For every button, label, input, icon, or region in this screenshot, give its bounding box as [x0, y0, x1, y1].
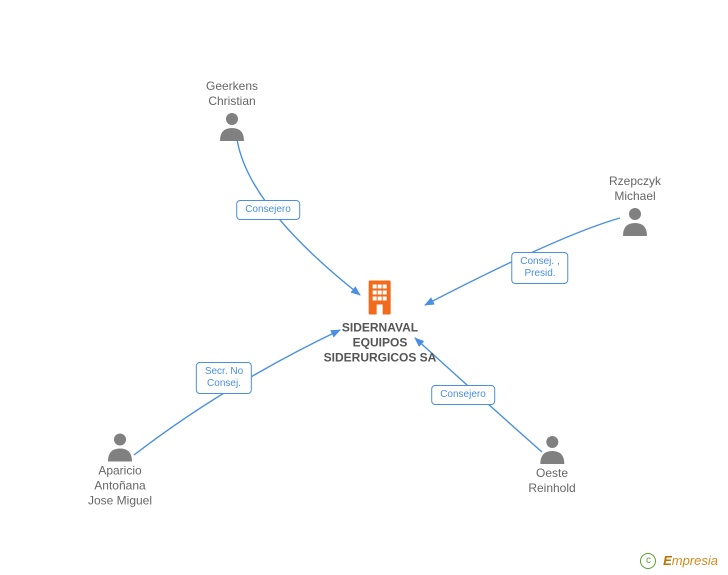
person-node: Oeste Reinhold: [528, 434, 575, 496]
edge-label: Consejero: [236, 200, 300, 220]
building-icon: [363, 279, 397, 317]
company-label: SIDERNAVAL EQUIPOS SIDERURGICOS SA: [324, 321, 437, 366]
person-label: Aparicio Antoñana Jose Miguel: [88, 464, 152, 509]
person-icon: [218, 111, 246, 141]
edge-label: Secr. No Consej.: [196, 362, 252, 394]
brand-text: Empresia: [663, 554, 718, 569]
person-icon: [538, 434, 566, 464]
diagram-canvas: SIDERNAVAL EQUIPOS SIDERURGICOS SA Geerk…: [0, 0, 728, 575]
edge-label: Consej. , Presid.: [511, 252, 568, 284]
person-label: Oeste Reinhold: [528, 466, 575, 496]
company-node: SIDERNAVAL EQUIPOS SIDERURGICOS SA: [324, 279, 437, 366]
person-label: Geerkens Christian: [206, 79, 258, 109]
watermark: c Empresia: [640, 552, 718, 569]
person-label: Rzepczyk Michael: [609, 174, 661, 204]
copyright-icon: c: [640, 553, 656, 569]
person-node: Rzepczyk Michael: [609, 174, 661, 236]
person-node: Geerkens Christian: [206, 79, 258, 141]
person-icon: [621, 206, 649, 236]
person-node: Aparicio Antoñana Jose Miguel: [88, 432, 152, 509]
edge-label: Consejero: [431, 385, 495, 405]
person-icon: [106, 432, 134, 462]
